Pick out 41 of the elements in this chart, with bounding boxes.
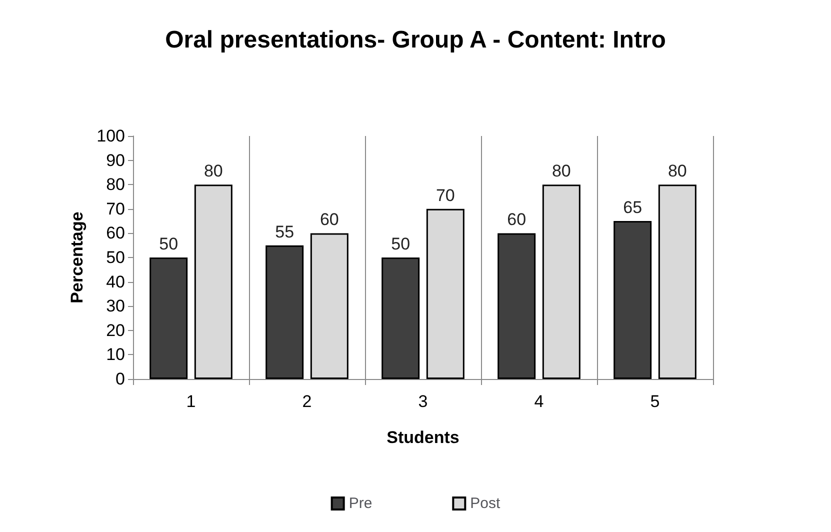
y-tick-label: 100 (96, 126, 125, 146)
bar (426, 208, 464, 379)
data-label: 80 (668, 162, 687, 181)
x-axis-title: Students (386, 428, 460, 447)
x-tick-label: 3 (418, 392, 428, 411)
data-label: 80 (204, 162, 223, 181)
y-tick-label: 10 (106, 345, 125, 364)
bar (310, 233, 348, 379)
x-tick-label: 1 (186, 392, 196, 411)
y-tick-label: 40 (106, 272, 125, 292)
data-label: 80 (552, 162, 571, 181)
bar (658, 184, 696, 379)
y-tick-label: 20 (106, 320, 125, 340)
y-tick-label: 60 (106, 224, 125, 243)
data-label: 50 (159, 234, 178, 254)
x-tick-label: 2 (302, 392, 312, 411)
y-tick-label: 0 (116, 370, 125, 388)
bar (498, 233, 536, 379)
bar (614, 221, 652, 379)
y-tick-label: 70 (106, 199, 125, 218)
chart-title: Oral presentations- Group A - Content: Intro (165, 26, 666, 54)
data-label: 70 (436, 186, 455, 205)
legend-label: Pre (348, 495, 372, 512)
legend-label: Post (470, 495, 502, 512)
bar (194, 184, 232, 379)
data-label: 60 (507, 210, 526, 230)
bar (150, 258, 188, 379)
y-tick-label: 80 (106, 175, 125, 194)
bar (266, 245, 304, 379)
y-axis-title: Percentage (68, 212, 87, 304)
y-tick-label: 90 (106, 150, 125, 170)
x-tick-label: 5 (650, 392, 660, 411)
y-tick-label: 50 (106, 248, 125, 267)
data-label: 60 (320, 210, 339, 230)
y-tick-label: 30 (106, 296, 125, 316)
x-tick-label: 4 (534, 392, 544, 411)
data-label: 50 (391, 234, 410, 254)
bar (542, 184, 580, 379)
data-label: 65 (623, 198, 642, 218)
bar (382, 258, 420, 379)
data-label: 55 (275, 222, 294, 242)
